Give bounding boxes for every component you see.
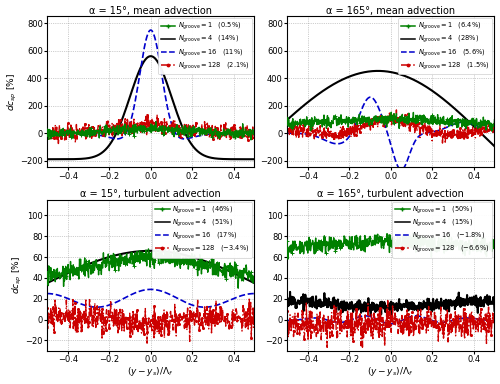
Title: α = 15°, turbulent advection: α = 15°, turbulent advection [80, 189, 221, 199]
Legend: $N_{\rm groove} = 1$   (6.4%), $N_{\rm groove} = 4$   (28%), $N_{\rm groove} = 1: $N_{\rm groove} = 1$ (6.4%), $N_{\rm gro… [398, 18, 492, 74]
Legend: $N_{\rm groove} = 1$   (0.5%), $N_{\rm groove} = 4$   (14%), $N_{\rm groove} = 1: $N_{\rm groove} = 1$ (0.5%), $N_{\rm gro… [158, 18, 252, 74]
Title: α = 165°, mean advection: α = 165°, mean advection [326, 5, 456, 16]
Y-axis label: $dc_{sp}$ [%]: $dc_{sp}$ [%] [11, 257, 24, 294]
X-axis label: $(y - y_s)/\Lambda_f$: $(y - y_s)/\Lambda_f$ [128, 366, 174, 379]
Legend: $N_{\rm groove} = 1$   (46%), $N_{\rm groove} = 4$   (51%), $N_{\rm groove} = 16: $N_{\rm groove} = 1$ (46%), $N_{\rm groo… [152, 202, 252, 258]
Title: α = 165°, turbulent advection: α = 165°, turbulent advection [318, 189, 464, 199]
X-axis label: $(y - y_s)/\Lambda_f$: $(y - y_s)/\Lambda_f$ [368, 366, 414, 379]
Legend: $N_{\rm groove} = 1$   (50%), $N_{\rm groove} = 4$   (15%), $N_{\rm groove} = 16: $N_{\rm groove} = 1$ (50%), $N_{\rm groo… [392, 202, 492, 258]
Title: α = 15°, mean advection: α = 15°, mean advection [89, 5, 212, 16]
Y-axis label: $dc_{sp}$ [%]: $dc_{sp}$ [%] [6, 73, 18, 111]
